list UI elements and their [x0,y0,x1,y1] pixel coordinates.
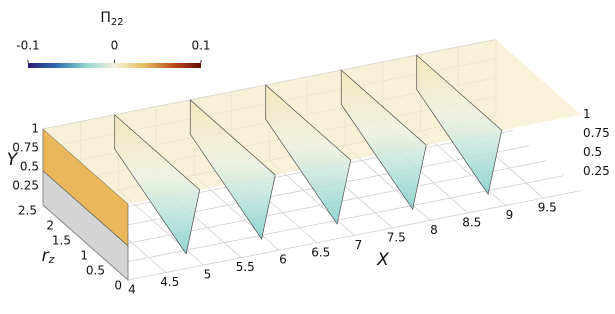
z-tick-label: 0 [114,279,122,293]
grid-line [127,190,582,281]
grid-line [76,145,531,236]
z-tick-label: 2 [46,219,54,233]
x-tick-label: 9.5 [538,201,557,215]
x-tick-label: 4 [128,283,136,297]
y2-tick-label: 1 [583,107,591,121]
colorbar-tick-label: 0 [111,39,119,53]
z-tick-label: 0.5 [86,264,105,278]
z-axis-label-sub: z [48,253,55,266]
grid-line [93,160,548,251]
slice [114,114,201,255]
x-tick-label: 8.5 [462,215,481,229]
y-tick-label: 0.75 [12,141,39,155]
x-tick-label: 7 [355,238,363,252]
y2-tick-label: 0.75 [583,126,610,140]
x-axis-label: X [376,250,389,270]
colorbar-title-sub: 22 [111,17,124,28]
slice [265,84,352,225]
y-tick-label: 1 [31,122,39,136]
x-tick-label: 6 [279,253,287,267]
slice [340,69,427,211]
y-axis-label: Y [7,150,19,170]
z-axis-label-main: r [42,246,50,266]
x-tick-label: 4.5 [160,275,179,289]
y2-tick-label: 0.5 [583,145,602,159]
x-tick-label: 8 [430,223,438,237]
z-tick-label: 1 [80,249,88,263]
x-tick-label: 5.5 [236,260,255,274]
colorbar-tick-label: 0.1 [191,39,210,53]
y2-tick-label: 0.25 [583,164,610,178]
x-tick-label: 9 [506,208,514,222]
z-tick-label: 2.5 [18,204,37,218]
colorbar-title-main: Π [100,10,111,26]
x-tick-label: 5 [204,268,212,282]
slice [416,54,503,196]
slice [189,99,276,240]
grid-line [59,130,514,221]
y-tick-label: 0.5 [20,160,39,174]
colorbar [28,63,201,68]
x-tick-label: 6.5 [311,245,330,259]
colorbar-tick-label: -0.1 [16,39,39,53]
colorbar-title: Π22 [100,10,123,28]
top-plane [43,39,581,204]
z-tick-label: 1.5 [52,234,71,248]
x-tick-label: 7.5 [387,230,406,244]
z-axis-label: rz [42,246,55,266]
y-tick-label: 0.25 [12,179,39,193]
